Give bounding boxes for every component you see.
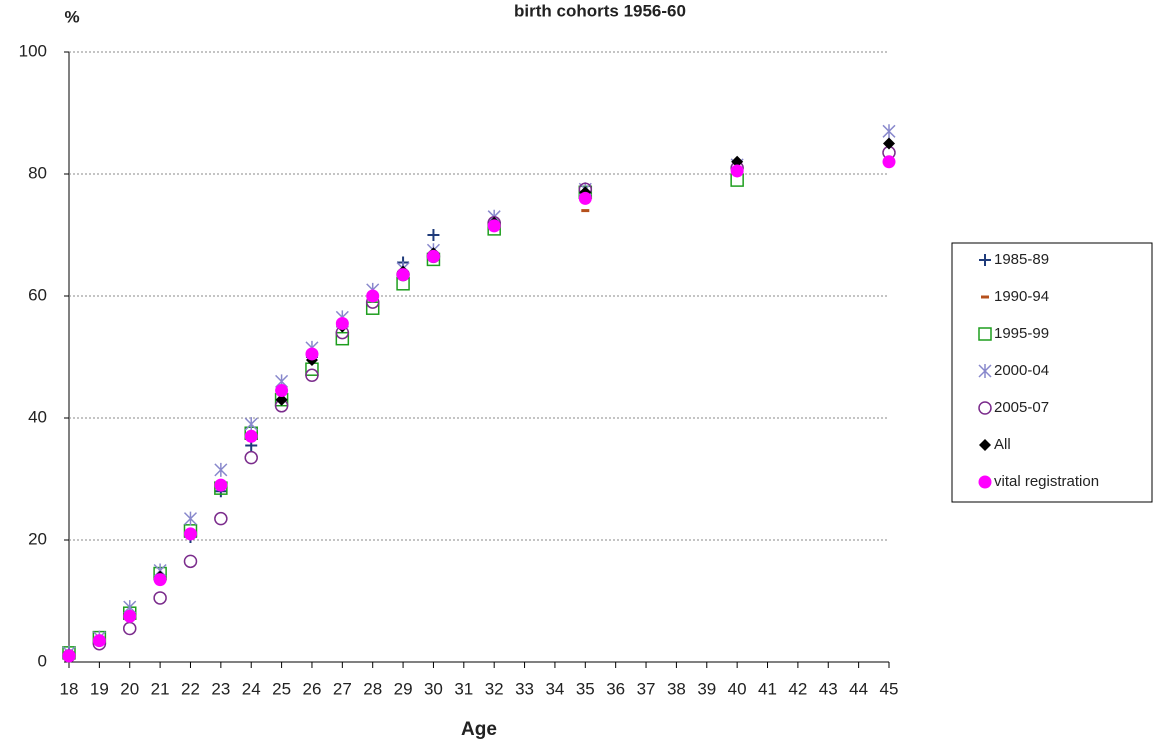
legend-marker xyxy=(978,401,992,415)
x-tick-label: 43 xyxy=(819,679,838,698)
series xyxy=(62,145,896,663)
y-tick-label: 0 xyxy=(38,651,47,670)
marker-asterisk xyxy=(183,511,198,526)
x-tick-label: 31 xyxy=(454,679,473,698)
legend-box xyxy=(951,242,1153,503)
legend-label: 1990-94 xyxy=(994,288,1049,305)
legend-marker xyxy=(978,364,992,378)
marker-diamond xyxy=(275,393,288,406)
x-tick-label: 25 xyxy=(272,679,291,698)
marker-dot xyxy=(335,316,349,330)
marker-dot xyxy=(153,573,167,587)
marker-dot xyxy=(92,634,106,648)
x-tick-label: 23 xyxy=(211,679,230,698)
x-tick-label: 19 xyxy=(90,679,109,698)
marker-dot xyxy=(730,164,744,178)
x-tick-label: 34 xyxy=(545,679,564,698)
marker-asterisk xyxy=(882,124,896,139)
x-tick-label: 32 xyxy=(485,679,504,698)
x-tick-label: 21 xyxy=(151,679,170,698)
marker-diamond xyxy=(731,155,744,168)
marker-dot xyxy=(123,609,137,623)
y-tick-label: 60 xyxy=(28,285,47,304)
x-tick-label: 26 xyxy=(303,679,322,698)
legend-marker xyxy=(978,475,992,489)
marker-circle xyxy=(305,368,319,383)
series xyxy=(63,229,440,659)
x-tick-label: 39 xyxy=(697,679,716,698)
x-tick-label: 38 xyxy=(667,679,686,698)
marker-dot xyxy=(366,289,380,303)
x-tick-label: 40 xyxy=(728,679,747,698)
x-tick-label: 18 xyxy=(60,679,79,698)
x-tick-label: 41 xyxy=(758,679,777,698)
marker-dot xyxy=(487,219,501,233)
x-tick-label: 37 xyxy=(637,679,656,698)
y-axis-title: % xyxy=(64,7,79,26)
x-tick-label: 35 xyxy=(576,679,595,698)
y-tick-label: 40 xyxy=(28,407,47,426)
marker-dot xyxy=(426,249,440,263)
x-tick-label: 30 xyxy=(424,679,443,698)
y-tick-label: 80 xyxy=(28,163,47,182)
x-tick-label: 45 xyxy=(880,679,899,698)
x-tick-label: 22 xyxy=(181,679,200,698)
x-tick-label: 36 xyxy=(606,679,625,698)
x-tick-label: 29 xyxy=(394,679,413,698)
series xyxy=(62,124,896,660)
marker-dash xyxy=(581,209,590,213)
chart-title: birth cohorts 1956-60 xyxy=(514,1,686,20)
marker-circle xyxy=(244,450,258,465)
y-tick-label: 100 xyxy=(19,41,47,60)
legend-label: 2005-07 xyxy=(994,399,1049,416)
legend-marker xyxy=(979,254,991,266)
marker-dot xyxy=(244,429,258,443)
marker-dot xyxy=(578,191,592,205)
marker-asterisk xyxy=(244,417,258,432)
series xyxy=(63,137,895,662)
series xyxy=(62,155,896,663)
marker-circle xyxy=(122,621,137,636)
x-tick-label: 42 xyxy=(788,679,807,698)
legend-label: 2000-04 xyxy=(994,362,1049,379)
series xyxy=(581,209,590,213)
marker-dot xyxy=(882,155,896,169)
marker-dot xyxy=(275,384,289,398)
marker-dot xyxy=(183,527,197,541)
marker-dot xyxy=(305,347,319,361)
legend-marker xyxy=(981,295,989,299)
marker-circle xyxy=(183,554,198,569)
legend-label: All xyxy=(994,436,1011,453)
x-tick-label: 33 xyxy=(515,679,534,698)
x-tick-label: 27 xyxy=(333,679,352,698)
marker-circle xyxy=(214,511,228,526)
x-tick-label: 20 xyxy=(120,679,139,698)
series xyxy=(62,173,744,660)
marker-diamond xyxy=(883,137,895,150)
marker-circle xyxy=(153,591,167,605)
y-tick-label: 20 xyxy=(28,529,47,548)
marker-asterisk xyxy=(214,462,228,477)
legend-marker xyxy=(979,439,991,451)
x-tick-label: 44 xyxy=(849,679,868,698)
marker-square xyxy=(335,331,350,346)
legend-label: 1995-99 xyxy=(994,325,1049,342)
marker-dot xyxy=(62,649,76,663)
x-axis-title: Age xyxy=(461,719,497,740)
marker-plus xyxy=(427,229,440,241)
legend-marker xyxy=(978,327,992,341)
marker-dot xyxy=(214,478,228,492)
x-tick-label: 24 xyxy=(242,679,261,698)
legend-label: 1985-89 xyxy=(994,251,1049,268)
legend-label: vital registration xyxy=(994,473,1099,490)
marker-dot xyxy=(396,268,410,282)
x-tick-label: 28 xyxy=(363,679,382,698)
